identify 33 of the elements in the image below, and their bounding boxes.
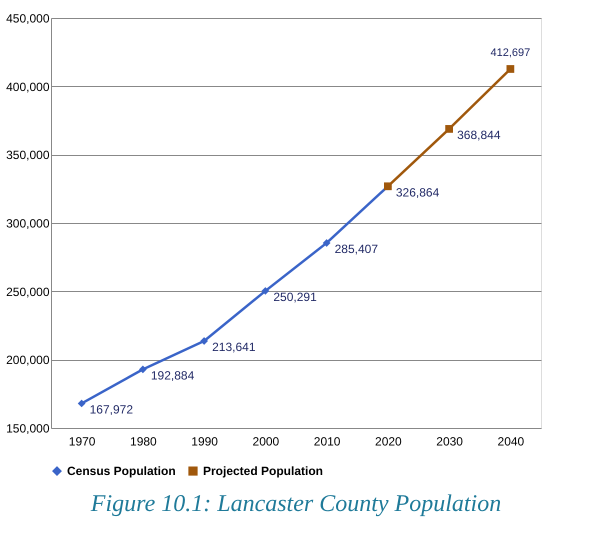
point [322, 239, 330, 247]
point [139, 366, 147, 374]
x-tick-label: 2040 [498, 434, 525, 448]
y-tick-label: 200,000 [6, 353, 50, 368]
x-tick-label: 2000 [252, 434, 280, 448]
data-label: 412,697 [490, 46, 530, 59]
point [506, 65, 514, 73]
data-label: 192,884 [150, 368, 195, 382]
x-tick-label: 2010 [314, 434, 341, 448]
legend-label: Census Population [67, 464, 176, 478]
y-tick-label: 450,000 [6, 12, 50, 26]
text: Figure 10.1: Lancaster County Population [90, 491, 502, 517]
point [78, 400, 86, 408]
y-tick-label: 400,000 [6, 80, 50, 94]
legend-label: Projected Population [203, 464, 324, 478]
data-label: 326,864 [396, 185, 440, 200]
data-label: 250,291 [273, 290, 318, 304]
y-tick-label: 250,000 [6, 284, 50, 299]
x-tick-label: 2030 [436, 434, 464, 448]
data-label: 285,407 [334, 242, 378, 256]
x-tick-label: 1980 [130, 434, 158, 448]
data-label: 167,972 [90, 402, 134, 416]
data-label: 213,641 [212, 340, 256, 354]
x-tick-label: 1970 [68, 434, 96, 448]
point [262, 287, 270, 295]
x-tick-label: 2020 [375, 434, 402, 448]
x-tick-label: 1990 [191, 434, 218, 448]
point [200, 337, 208, 345]
y-tick-label: 300,000 [6, 216, 50, 230]
data-label: 368,844 [457, 128, 501, 142]
point [445, 125, 453, 133]
y-tick-label: 350,000 [6, 148, 50, 162]
y-tick-label: 150,000 [6, 422, 50, 436]
